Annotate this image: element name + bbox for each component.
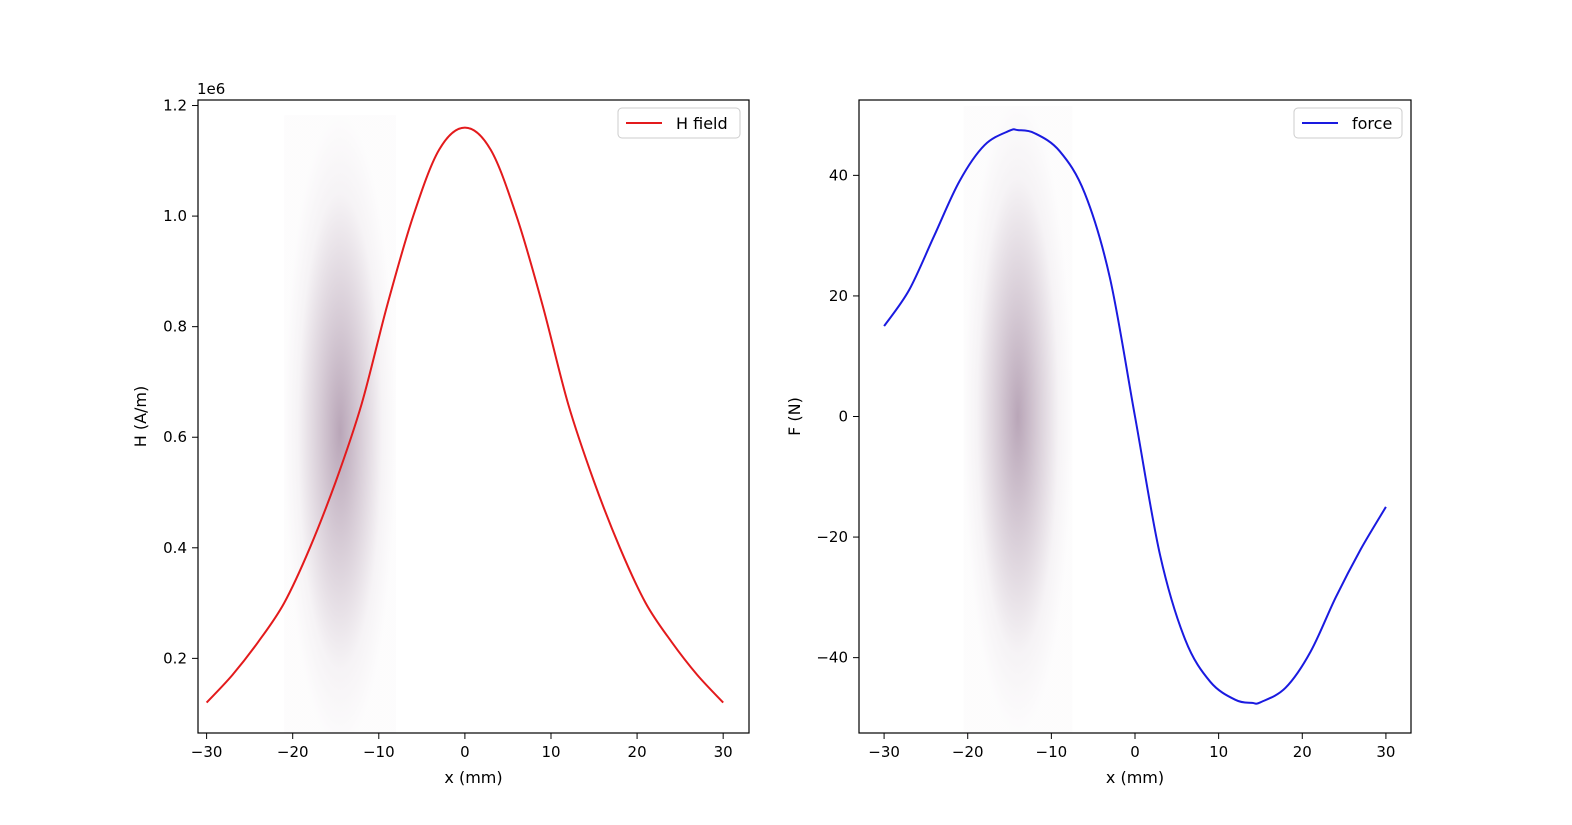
x-axis-label: x (mm) (444, 768, 502, 787)
highlight-band (963, 106, 1073, 733)
x-tick-label: −20 (952, 743, 984, 761)
y-tick-label: 40 (829, 166, 848, 184)
x-tick-label: 30 (1376, 743, 1395, 761)
y-tick-label: 20 (829, 287, 848, 305)
x-tick-label: 0 (1130, 743, 1140, 761)
plot-frame (197, 99, 750, 734)
x-tick-label: −10 (363, 743, 395, 761)
y-tick-label: 1.2 (163, 97, 187, 115)
legend-label: H field (676, 114, 728, 133)
y-tick-label: 1.0 (163, 207, 187, 225)
series-line-h-field (205, 126, 724, 704)
series-line-force (883, 128, 1387, 705)
highlight-band (284, 115, 397, 733)
legend-box (617, 107, 741, 139)
y-tick-label: −20 (816, 528, 848, 546)
x-tick-label: 20 (1293, 743, 1312, 761)
y-tick-label: 0.2 (163, 649, 187, 667)
legend: H field (617, 107, 741, 139)
y-tick-label: 0.8 (163, 318, 187, 336)
y-tick-label: 0 (838, 408, 848, 426)
x-tick-label: 10 (541, 743, 560, 761)
x-tick-label: 30 (714, 743, 733, 761)
x-tick-label: −10 (1036, 743, 1068, 761)
legend-label: force (1352, 114, 1392, 133)
x-tick-label: 10 (1209, 743, 1228, 761)
x-tick-label: −30 (191, 743, 223, 761)
x-tick-label: 0 (460, 743, 470, 761)
x-axis-label: x (mm) (1106, 768, 1164, 787)
y-tick-label: 0.6 (163, 428, 187, 446)
legend-box (1293, 107, 1403, 139)
force-panel: −30 −20 −10 0 10 20 30 −40 −20 0 20 40 x (mm) F (N) fo… (785, 99, 1412, 787)
y-tick-label: −40 (816, 649, 848, 667)
y-axis-label: H (A/m) (131, 386, 150, 448)
legend: force (1293, 107, 1403, 139)
x-tick-label: −30 (868, 743, 900, 761)
y-axis-label: F (N) (785, 397, 804, 436)
y-tick-label: 0.4 (163, 539, 187, 557)
h-field-panel: −30 −20 −10 0 10 20 30 0.2 0.4 0.6 0.8 1.0 1.2 x (mm)… (131, 80, 750, 787)
y-offset-text: 1e6 (197, 80, 225, 98)
x-tick-label: −20 (277, 743, 309, 761)
x-tick-label: 20 (628, 743, 647, 761)
